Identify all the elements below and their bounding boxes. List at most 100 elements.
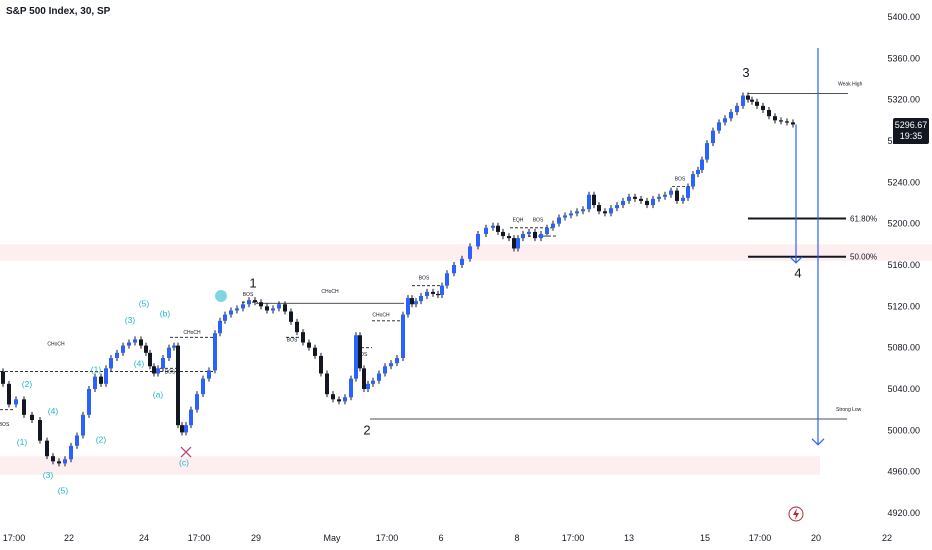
- structure-label: CHoCH: [321, 289, 339, 295]
- candle: [184, 425, 188, 433]
- candle: [414, 301, 418, 305]
- candle: [148, 352, 152, 367]
- marker-dot: [215, 290, 227, 302]
- structure-label: BOS: [243, 292, 254, 298]
- candle: [645, 200, 649, 206]
- candle: [14, 399, 18, 405]
- wave-label-minor: (c): [179, 457, 189, 467]
- candle: [527, 231, 531, 234]
- candle: [496, 225, 500, 232]
- y-tick-label: 5160.00: [887, 260, 920, 270]
- candle: [633, 196, 637, 199]
- countdown: 19:35: [899, 131, 923, 141]
- candle: [133, 339, 137, 343]
- wave-label-minor: (5): [58, 485, 69, 495]
- candle: [468, 246, 472, 259]
- candle: [484, 227, 488, 234]
- candle: [109, 358, 113, 369]
- structure-label: BOS: [0, 422, 10, 428]
- chart-title: S&P 500 Index, 30, SP: [6, 6, 111, 17]
- candle: [172, 345, 176, 348]
- candle: [81, 414, 85, 436]
- candle: [696, 169, 700, 175]
- y-tick-label: 5040.00: [887, 384, 920, 394]
- candle: [410, 298, 414, 305]
- candle: [406, 298, 410, 315]
- wave-label-minor: (1): [17, 437, 28, 447]
- candle: [259, 302, 263, 307]
- candle: [383, 366, 387, 374]
- candle: [69, 445, 73, 460]
- structure-label: EQH: [513, 218, 524, 224]
- candle: [686, 186, 690, 198]
- candle: [700, 159, 704, 170]
- candle: [30, 414, 34, 420]
- wave-label-minor: (3): [43, 470, 54, 480]
- candle: [241, 304, 245, 309]
- candle: [755, 101, 759, 106]
- candle: [657, 196, 661, 199]
- candle: [7, 383, 11, 405]
- candle: [277, 304, 281, 309]
- x-tick-label: 24: [139, 533, 149, 543]
- y-tick-label: 5400.00: [887, 12, 920, 22]
- x-tick-label: 17:00: [376, 533, 399, 543]
- candle: [313, 347, 317, 356]
- candle: [99, 376, 103, 384]
- candle: [301, 332, 305, 343]
- y-tick-label: 5360.00: [887, 53, 920, 63]
- candle: [717, 122, 721, 131]
- wave-label-major: 4: [794, 265, 801, 280]
- candle: [161, 358, 165, 369]
- y-tick-label: 4920.00: [887, 508, 920, 518]
- candle: [516, 238, 520, 249]
- x-marker: [180, 446, 192, 458]
- wave-label-minor: (5): [139, 298, 150, 308]
- candle: [779, 120, 783, 122]
- candle: [705, 143, 709, 160]
- candle: [265, 306, 269, 311]
- candle: [452, 265, 456, 274]
- candle: [711, 130, 715, 144]
- candle: [57, 461, 61, 464]
- candle: [761, 105, 765, 110]
- candle: [104, 368, 108, 384]
- candle: [539, 234, 543, 239]
- candle: [735, 105, 739, 113]
- structure-label: BOS: [675, 176, 686, 182]
- candle: [307, 342, 311, 348]
- x-tick-label: May: [323, 533, 341, 543]
- candle: [362, 368, 366, 389]
- candle: [491, 225, 495, 228]
- candle: [575, 211, 579, 214]
- candle: [152, 366, 156, 374]
- wave-label-major: 1: [249, 276, 256, 291]
- candle: [207, 370, 211, 379]
- candle: [639, 198, 643, 201]
- wave-label-minor: (4): [48, 406, 59, 416]
- x-tick-label: 29: [251, 533, 261, 543]
- candle: [791, 122, 795, 125]
- candle: [144, 345, 148, 353]
- candle: [189, 409, 193, 426]
- candle: [675, 190, 679, 201]
- candle: [283, 304, 287, 312]
- x-tick-label: 22: [64, 533, 74, 543]
- candle: [785, 121, 789, 123]
- candle: [167, 347, 171, 358]
- candle: [425, 291, 429, 296]
- candle: [691, 174, 695, 187]
- candle: [603, 211, 607, 214]
- candle: [223, 314, 227, 321]
- y-tick-label: 5320.00: [887, 95, 920, 105]
- candle: [663, 194, 667, 197]
- candle: [358, 335, 362, 369]
- structure-label: CHoCH: [372, 313, 390, 319]
- candle: [45, 440, 49, 457]
- demand-zone: [0, 456, 820, 475]
- candle: [401, 314, 405, 358]
- candle: [180, 425, 184, 433]
- x-tick-label: 22: [882, 533, 892, 543]
- wave-label-minor: (4): [134, 358, 145, 368]
